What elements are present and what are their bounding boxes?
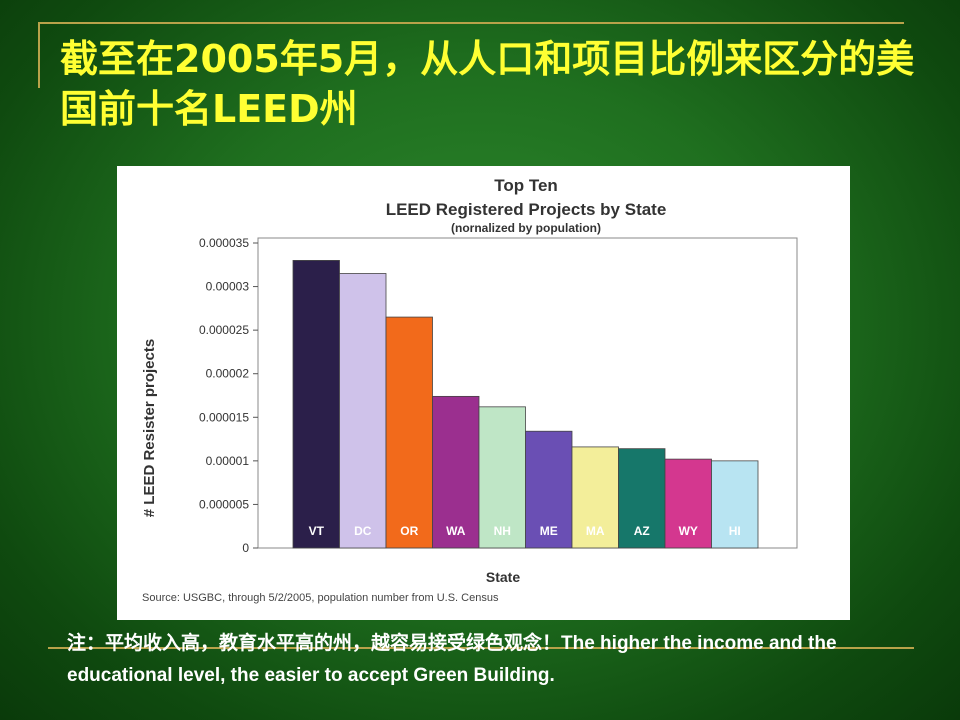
category-label: AZ [634, 524, 650, 538]
category-label: ME [540, 524, 558, 538]
y-tick-label: 0.000015 [199, 410, 249, 424]
category-label: DC [354, 524, 372, 538]
bar-vt [292, 260, 340, 549]
bar-nh [478, 406, 526, 549]
bar-me [525, 430, 573, 549]
caption-accent-line [48, 647, 914, 649]
y-tick-label: 0.00002 [206, 367, 250, 381]
bar-wy [664, 458, 712, 549]
category-label: OR [400, 524, 418, 538]
bar-wa [432, 395, 480, 549]
bar-az [618, 448, 666, 549]
title-accent-line [38, 22, 904, 24]
chart-title: Top Ten [494, 176, 558, 195]
y-axis-label: # LEED Resister projects [141, 339, 158, 517]
y-tick-label: 0.00003 [206, 280, 250, 294]
title-accent-bracket [38, 22, 40, 88]
category-label: HI [729, 524, 741, 538]
y-tick-label: 0.000025 [199, 323, 249, 337]
y-tick-label: 0.00001 [206, 454, 250, 468]
slide-title: 截至在2005年5月，从人口和项目比例来区分的美国前十名LEED州 [60, 37, 915, 131]
bar-ma [571, 446, 619, 549]
y-tick-label: 0.000005 [199, 497, 249, 511]
chart-source: Source: USGBC, through 5/2/2005, populat… [142, 592, 499, 604]
category-label: WY [679, 524, 698, 538]
category-label: NH [494, 524, 511, 538]
x-axis-label: State [486, 569, 520, 585]
bar-dc [339, 273, 387, 549]
chart-card: Top Ten LEED Registered Projects by Stat… [117, 166, 850, 620]
category-label: WA [446, 524, 466, 538]
chart-note: (nornalized by population) [451, 221, 601, 235]
chart-subtitle: LEED Registered Projects by State [386, 200, 667, 219]
category-label: MA [586, 524, 605, 538]
caption-text: 注：平均收入高，教育水平高的州，越容易接受绿色观念！The higher the… [67, 633, 837, 686]
bar-chart: Top Ten LEED Registered Projects by Stat… [117, 166, 850, 620]
bar-or [385, 316, 433, 549]
bar-hi [711, 460, 759, 549]
y-tick-label: 0 [242, 541, 249, 555]
plot-area: 0.000035 0.00003 0.000025 0.00002 0.000015 0.… [199, 236, 798, 555]
y-tick-label: 0.000035 [199, 236, 249, 250]
category-label: VT [309, 524, 325, 538]
